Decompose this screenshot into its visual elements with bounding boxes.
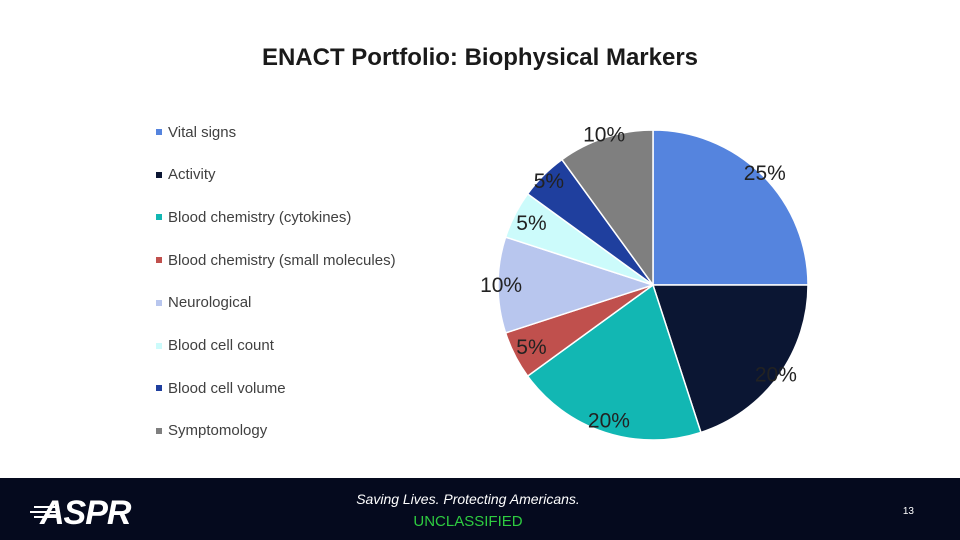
- legend-label: Blood cell count: [168, 337, 274, 354]
- classification-label: UNCLASSIFIED: [413, 513, 523, 530]
- slice-data-label: 5%: [516, 212, 546, 235]
- legend-label: Blood cell volume: [168, 379, 286, 397]
- slice-data-label: 10%: [480, 274, 522, 297]
- slice-data-label: 5%: [534, 170, 564, 193]
- slice-data-label: 20%: [588, 410, 630, 433]
- legend-item: Blood chemistry (small molecules): [156, 250, 396, 270]
- legend-item: Blood cell volume: [156, 378, 286, 398]
- legend-item: Blood cell count: [156, 336, 274, 356]
- pie-slice: [526, 283, 702, 441]
- aspr-logo-text: ASPR: [39, 494, 132, 528]
- legend-label: Activity: [168, 166, 216, 184]
- legend-swatch: [156, 299, 162, 306]
- aspr-logo: ASPR: [30, 494, 133, 528]
- footer-bar: ASPR Saving Lives. Protecting Americans.…: [0, 478, 960, 540]
- legend-item: Symptomology: [156, 421, 267, 441]
- legend-item: Vital signs: [156, 122, 236, 142]
- legend-swatch: [156, 129, 162, 135]
- legend-item: Activity: [156, 165, 216, 185]
- pie-slice: [652, 129, 809, 286]
- legend-item: Neurological: [156, 293, 251, 313]
- slice-data-label: 10%: [583, 124, 625, 147]
- legend-swatch: [156, 171, 162, 178]
- legend-label: Blood chemistry (small molecules): [168, 251, 396, 269]
- slice-data-label: 20%: [755, 363, 797, 386]
- legend-swatch: [156, 257, 162, 264]
- pie-slice: [651, 284, 809, 434]
- legend-swatch: [156, 385, 162, 392]
- legend-swatch: [156, 427, 162, 434]
- pie-slice: [560, 129, 654, 288]
- legend-swatch: [156, 214, 162, 221]
- legend-item: Blood chemistry (cytokines): [156, 207, 351, 227]
- legend-label: Blood chemistry (cytokines): [168, 208, 352, 226]
- pie-chart: 25% 20% 20% 5% 10% 5% 5% 10%: [480, 124, 809, 441]
- legend-swatch: [156, 342, 162, 349]
- legend-label: Vital signs: [168, 123, 237, 141]
- legend-label: Neurological: [168, 294, 252, 312]
- slice-data-label: 5%: [516, 336, 546, 359]
- page-number: 13: [902, 506, 914, 517]
- slice-data-label: 25%: [744, 162, 786, 185]
- legend-label: Symptomology: [168, 422, 268, 440]
- chart-title: ENACT Portfolio: Biophysical Markers: [261, 44, 699, 71]
- tagline: Saving Lives. Protecting Americans.: [356, 491, 580, 507]
- pie-slice: [497, 236, 656, 334]
